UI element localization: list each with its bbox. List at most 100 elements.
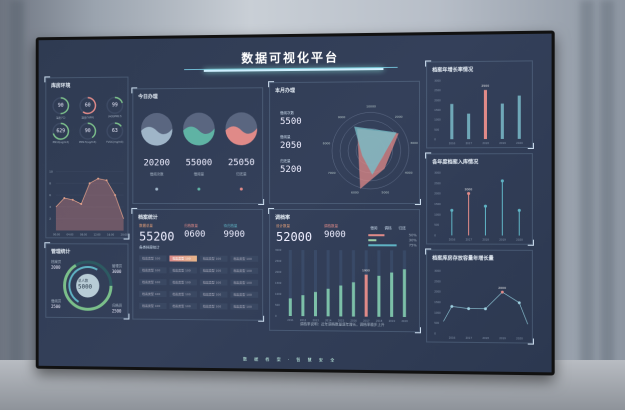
wave-ball: [225, 112, 258, 192]
y-tick-label: 1500: [434, 202, 441, 206]
archive-chip: 档案类型 100: [230, 303, 259, 310]
y-tick-label: 2: [49, 217, 51, 221]
today-value: 25050: [227, 158, 255, 169]
y-tick-label: 3000: [275, 248, 282, 252]
y-tick-label: 2500: [275, 259, 282, 263]
archive-label: 数据总量: [139, 223, 153, 228]
y-tick-label: 500: [434, 321, 439, 325]
manage-value: 2000: [51, 264, 61, 270]
manage-value: 2500: [111, 308, 122, 314]
bar: [390, 272, 394, 317]
monitor: 数据可视化平台 库房环境 90 温度(℃) 60 湿度(%RH) 99 (AQI)PM2.…: [35, 30, 555, 376]
growth-bar-chart: 0 500 1000 1500 2000 2500 3000 2016 2017 2018 2019…: [434, 79, 523, 146]
x-tick-label: 08:00: [80, 232, 87, 236]
radar-tick: 3000: [410, 141, 418, 145]
y-tick-label: 0: [434, 233, 436, 237]
data-point: [517, 301, 521, 305]
data-point: [97, 177, 100, 180]
panel-capacity: 档案库房存放容量年增长量 0 500 1000 1500 2000 2500 3000 201…: [426, 249, 533, 344]
x-tick-label: 2017: [466, 141, 473, 145]
data-point: [114, 194, 117, 197]
ring-chart: [46, 244, 129, 319]
y-tick-label: 2000: [434, 98, 441, 102]
bar: [500, 103, 504, 139]
lollipop-head: [517, 208, 521, 212]
archive-subtitle: 各类档案统计: [139, 245, 160, 250]
lollipop-head: [450, 208, 454, 212]
x-tick-label: 2016: [449, 237, 456, 241]
x-tick-label: 16:00: [107, 233, 114, 237]
x-tick-label: 00:00: [53, 232, 60, 236]
wave-ball: [183, 112, 215, 191]
wave-ball: [141, 112, 173, 191]
manage-value: 2500: [51, 304, 61, 310]
x-tick-label: 2016: [350, 319, 357, 323]
x-tick-label: 2018: [376, 319, 383, 323]
data-point: [484, 307, 487, 311]
y-tick-label: 1000: [434, 212, 441, 216]
data-label: 2000: [465, 187, 473, 191]
radar-tick: 10000: [366, 104, 376, 108]
archive-value: 55200: [139, 229, 175, 244]
x-tick-label: 12:00: [94, 233, 101, 237]
manage-value: 3000: [111, 269, 122, 275]
borrow-bar-chart: 0 500 1000 1500 2000 2500 3000 2011 2012 2013 2014…: [275, 248, 408, 323]
y-tick-label: 1000: [275, 292, 282, 296]
data-point: [88, 182, 91, 185]
x-tick-label: 2016: [449, 141, 456, 145]
x-tick-label: 2015: [338, 318, 345, 322]
radar-tick: 8000: [323, 141, 331, 145]
panel-month: 本月办理 借阅次数 5500 借阅量 2050 归还量 5200 10000 2000 300…: [269, 80, 420, 205]
data-point: [71, 198, 74, 201]
panel-title: 档案统计: [138, 214, 158, 221]
archive-chip: 档案类型 100: [139, 290, 167, 298]
radar-tick: 9000: [338, 115, 346, 119]
bar: [288, 298, 292, 317]
archive-label: 归档数量: [184, 223, 198, 228]
dot: [240, 188, 244, 192]
bar: [402, 269, 406, 318]
archive-chip: 档案类型 100: [199, 279, 228, 286]
bar: [483, 89, 487, 140]
bar: [364, 274, 368, 317]
y-tick-label: 10: [49, 170, 53, 174]
x-tick-label: 2014: [325, 318, 332, 322]
y-tick-label: 500: [434, 223, 439, 227]
center-value: 5000: [78, 283, 93, 291]
y-tick-label: 4: [49, 205, 51, 209]
archive-chip: 档案类型 100: [199, 255, 228, 262]
data-point: [500, 290, 504, 294]
archive-chip: 档案类型 100: [169, 291, 197, 298]
archive-chip: 档案类型 100: [199, 267, 228, 274]
archive-chip: 档案类型 100: [139, 267, 167, 274]
dot: [197, 187, 201, 191]
data-label: 2000: [498, 286, 506, 290]
x-tick-label: 2020: [401, 319, 408, 323]
y-tick-label: 2000: [434, 290, 441, 294]
panel-borrow: 调档率 设计数量 52000 调档数量 9000 借阅 50% 调档 30% 归还 75% 0 50…: [269, 208, 420, 333]
x-tick-label: 2017: [466, 336, 473, 340]
intake-lollipop-chart: 0 500 1000 1500 2000 2500 3000 2016 2017 2018 2019…: [434, 171, 523, 242]
data-point: [80, 203, 83, 205]
y-tick-label: 2500: [434, 88, 441, 92]
area-fill: [55, 178, 124, 231]
y-tick-label: 3000: [434, 79, 441, 83]
today-label: 归还量: [236, 172, 247, 177]
x-tick-label: 2020: [516, 238, 523, 242]
data-point: [105, 179, 108, 182]
y-tick-label: 3000: [434, 269, 441, 273]
x-tick-label: 2018: [482, 141, 489, 145]
x-tick-label: 2018: [482, 237, 489, 241]
lollipop-head: [467, 192, 471, 196]
radar-tick: 5000: [381, 190, 389, 194]
y-tick-label: 0: [434, 137, 436, 141]
bar: [467, 113, 471, 140]
x-tick-label: 2019: [499, 141, 506, 145]
bar: [517, 95, 521, 139]
x-tick-label: 04:00: [67, 232, 74, 236]
archive-value: 0600: [184, 229, 206, 240]
data-label: 2500: [481, 84, 489, 88]
archive-chip: 档案类型 100: [169, 303, 197, 310]
archive-label: 待归档量: [223, 223, 238, 228]
lollipop-head: [483, 204, 487, 208]
